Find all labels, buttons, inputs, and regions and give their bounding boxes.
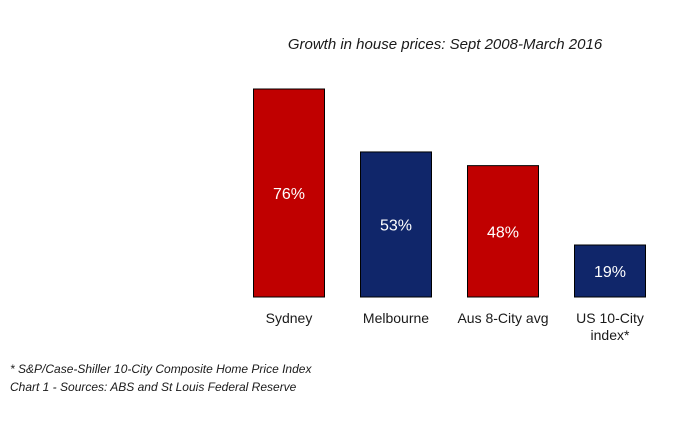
- data-label-0: 76%: [273, 186, 305, 203]
- category-label-2: Aus 8-City avg: [457, 310, 548, 326]
- bar-0: [253, 88, 325, 298]
- footnote-sources: Chart 1 - Sources: ABS and St Louis Fede…: [10, 380, 297, 394]
- category-label-1: Melbourne: [363, 310, 429, 326]
- data-label-1: 53%: [380, 217, 412, 234]
- category-label-3-line-1: index*: [591, 327, 630, 343]
- data-label-3: 19%: [594, 264, 626, 281]
- bar-series: 76% Sydney 53% Melbourne 48% Aus 8-City avg 19…: [253, 88, 646, 343]
- chart-title: Growth in house prices: Sept 2008-March …: [287, 36, 603, 53]
- category-label-3-line-0: US 10-City: [576, 310, 644, 326]
- data-label-2: 48%: [487, 224, 519, 241]
- category-label-0: Sydney: [266, 310, 313, 326]
- footnote-index-note: * S&P/Case-Shiller 10-City Composite Hom…: [10, 362, 312, 376]
- bar-1: [360, 151, 432, 298]
- bar-2: [467, 165, 539, 298]
- bar-3: [574, 244, 646, 298]
